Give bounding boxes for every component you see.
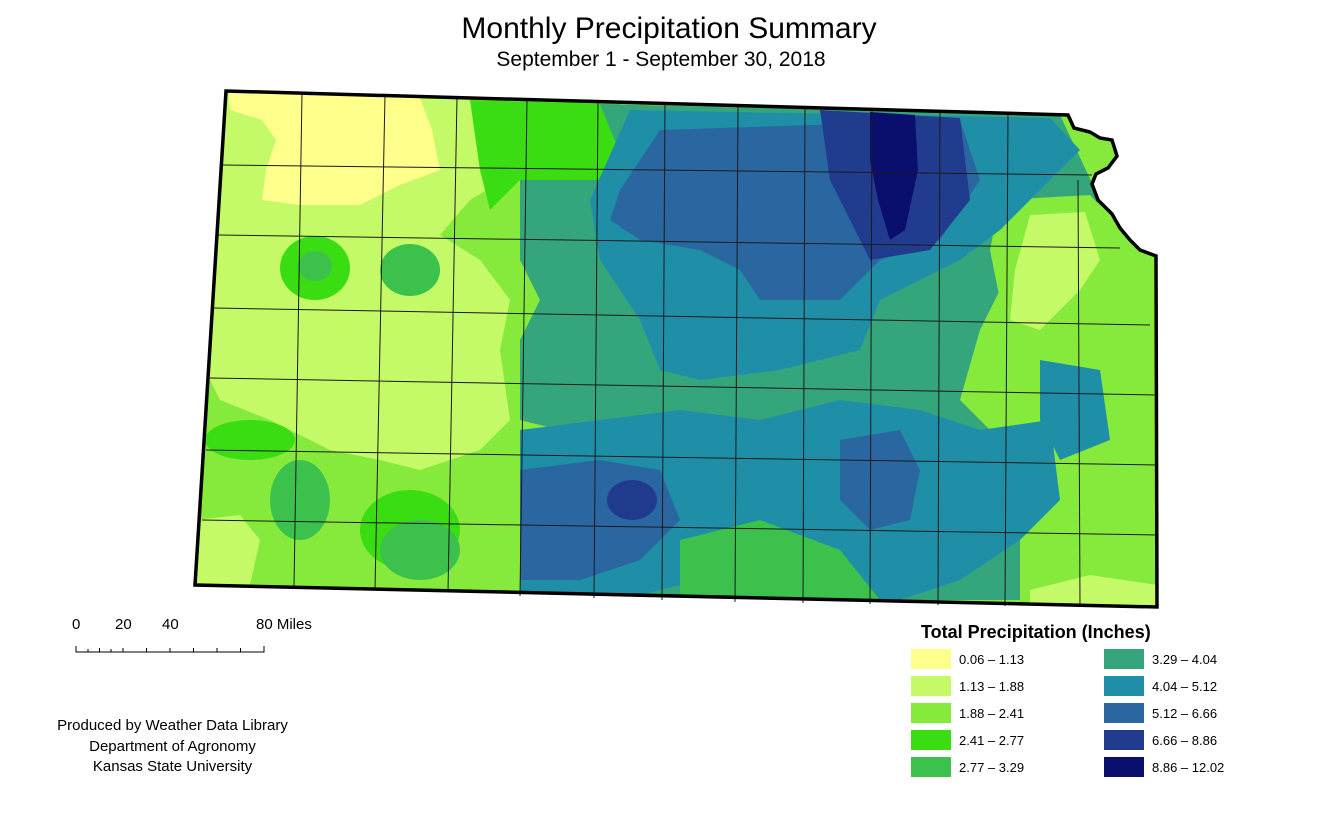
legend-item: 8.86 – 12.02: [1104, 757, 1274, 777]
credit-line: Department of Agronomy: [89, 737, 256, 755]
region-east-light: [1010, 212, 1100, 330]
legend-swatch: [911, 757, 951, 777]
map-title: Monthly Precipitation Summary: [461, 12, 877, 45]
legend-item: 0.06 – 1.13: [911, 649, 1081, 669]
legend-swatch: [911, 703, 951, 723]
region-teal-e: [1040, 360, 1110, 460]
legend-label: 2.41 – 2.77: [959, 733, 1025, 748]
region-ring-3: [270, 460, 330, 540]
legend-swatch: [1104, 649, 1144, 669]
legend-swatch: [1104, 703, 1144, 723]
legend-label: 1.13 – 1.88: [959, 679, 1025, 694]
region-se-light: [1030, 575, 1157, 607]
legend-item: 2.77 – 3.29: [911, 757, 1081, 777]
region-darknavy-north: [870, 112, 918, 240]
scale-tick-label: 0: [72, 616, 81, 633]
credit-line: Kansas State University: [92, 758, 253, 775]
precipitation-contours: [195, 91, 1157, 607]
legend-swatch: [1104, 757, 1144, 777]
region-navy-south: [607, 480, 657, 520]
region-dry-nw: [228, 92, 440, 205]
credit-line: Produced by Weather Data Library: [57, 717, 288, 734]
county-lines: [201, 92, 1158, 607]
legend-item: 2.41 – 2.77: [911, 730, 1081, 750]
legend-item: 6.66 – 8.86: [1104, 730, 1274, 750]
legend-label: 5.12 – 6.66: [1152, 706, 1218, 721]
credits-block: Produced by Weather Data Library Departm…: [30, 716, 315, 778]
legend-swatch: [911, 649, 951, 669]
legend-label: 4.04 – 5.12: [1152, 679, 1218, 694]
legend-label: 3.29 – 4.04: [1152, 652, 1218, 667]
region-blue-south: [520, 400, 1060, 600]
legend: Total Precipitation (Inches) 0.06 – 1.13…: [905, 622, 1265, 792]
scale-tick-label: 80 Miles: [256, 616, 312, 633]
region-blue-se: [840, 430, 920, 530]
legend-swatch: [911, 676, 951, 696]
map-subtitle: September 1 - September 30, 2018: [496, 48, 826, 71]
legend-item: 3.29 – 4.04: [1104, 649, 1274, 669]
legend-label: 0.06 – 1.13: [959, 652, 1025, 667]
legend-label: 8.86 – 12.02: [1152, 760, 1225, 775]
legend-label: 2.77 – 3.29: [959, 760, 1025, 775]
legend-label: 1.88 – 2.41: [959, 706, 1025, 721]
legend-item: 4.04 – 5.12: [1104, 676, 1274, 696]
legend-swatch: [1104, 730, 1144, 750]
scale-tick-label: 20: [115, 616, 132, 633]
region-ring-5: [380, 520, 460, 580]
scale-bar: 0 20 40 80 Miles: [60, 612, 360, 662]
legend-title: Total Precipitation (Inches): [921, 622, 1151, 642]
region-ring-6: [205, 420, 295, 460]
legend-label: 6.66 – 8.86: [1152, 733, 1218, 748]
region-green-s: [680, 520, 880, 605]
legend-item: 1.13 – 1.88: [911, 676, 1081, 696]
legend-swatch: [1104, 676, 1144, 696]
scale-tick-label: 40: [162, 616, 179, 633]
region-light-sw: [195, 515, 260, 585]
legend-item: 5.12 – 6.66: [1104, 703, 1274, 723]
legend-swatch: [911, 730, 951, 750]
legend-item: 1.88 – 2.41: [911, 703, 1081, 723]
scale-ruler: [75, 646, 265, 653]
region-ring-2: [380, 244, 440, 296]
region-ring-1-core: [298, 251, 332, 281]
